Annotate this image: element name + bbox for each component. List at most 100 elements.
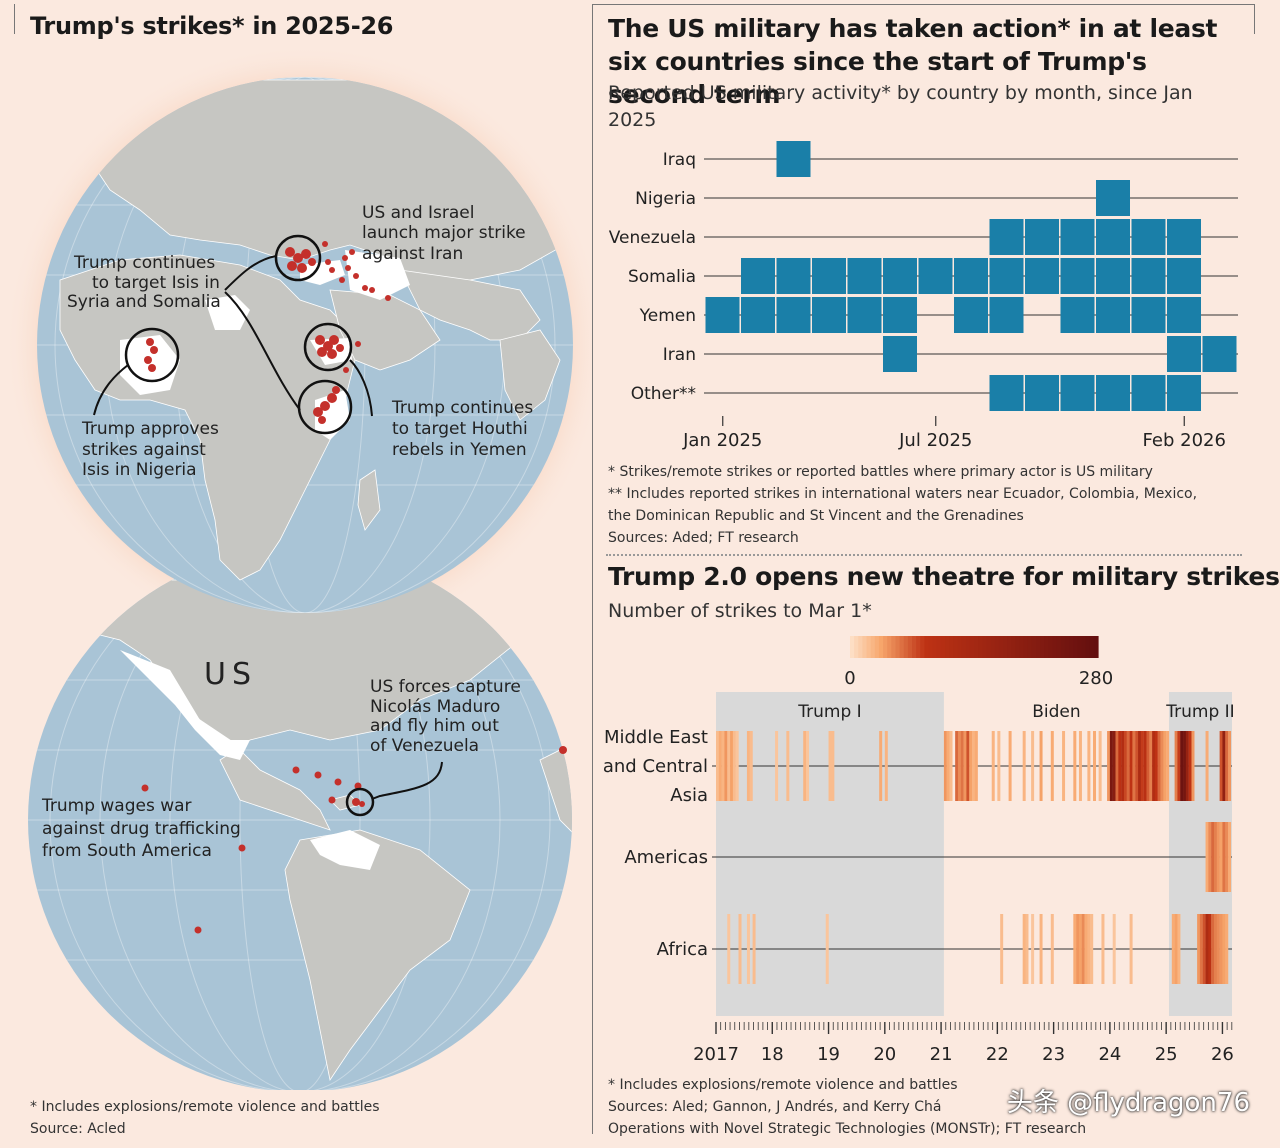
section-divider: [606, 554, 1242, 556]
colorbar-segment: [1056, 636, 1062, 658]
watermark: 头条 @flydragon76: [1006, 1088, 1250, 1118]
strike-bar-0-64: [1174, 731, 1178, 801]
row-label-2: Venezuela: [609, 228, 696, 248]
strike-bar-2-15: [1084, 914, 1088, 984]
left-source: Source: Acled: [30, 1121, 126, 1137]
colorbar-segment: [928, 636, 934, 658]
activity-cell-4-8: [989, 297, 1024, 333]
colorbar-segment: [940, 636, 946, 658]
colorbar-segment: [969, 636, 975, 658]
annot-isis-1: Trump continues: [73, 253, 215, 273]
strike-bar-1-6: [1222, 822, 1226, 892]
strike-bar-0-37: [1073, 731, 1077, 801]
colorbar-segment: [1064, 636, 1070, 658]
colorbar-segment: [990, 636, 996, 658]
colorbar-segment: [961, 636, 967, 658]
strike-bar-0-5: [730, 731, 734, 801]
strike-bar-0-27: [972, 731, 976, 801]
strike-bar-1-0: [1205, 822, 1209, 892]
strike-bar-2-26: [1202, 914, 1206, 984]
strike-bar-0-18: [943, 731, 947, 801]
month-tick-label-0: Jan 2025: [682, 430, 762, 451]
year-tick-label-2: 19: [817, 1044, 840, 1065]
colorbar-segment: [932, 636, 938, 658]
strike-bar-0-45: [1115, 731, 1119, 801]
strike-bar-1-1: [1208, 822, 1212, 892]
annot-maduro-3: and fly him out: [370, 716, 499, 736]
strike-bar-0-43: [1109, 731, 1113, 801]
strike-bar-0-74: [1225, 731, 1229, 801]
activity-cell-4-12: [1131, 297, 1166, 333]
strike-bar-0-41: [1098, 731, 1102, 801]
annot-drug-1: Trump wages war: [41, 796, 192, 816]
strikes-footnote-2: Sources: Aled; Gannon, J Andrés, and Ker…: [608, 1099, 942, 1115]
strike-bar-0-61: [1160, 731, 1164, 801]
colorbar-segment: [1031, 636, 1037, 658]
strike-bar-0-49: [1126, 731, 1130, 801]
month-tick-label-2: Feb 2026: [1143, 430, 1226, 451]
colorbar-segment: [949, 636, 954, 658]
activity-cell-6-9: [1025, 375, 1059, 411]
strike-bar-2-10: [1050, 914, 1054, 984]
strikes-footnote-1: * Includes explosions/remote violence an…: [608, 1077, 958, 1093]
strike-bar-0-68: [1185, 731, 1189, 801]
strike-bar-2-0: [727, 914, 731, 984]
activity-cell-4-11: [1096, 297, 1130, 333]
strike-bar-0-53: [1138, 731, 1142, 801]
activity-cell-2-10: [1060, 219, 1095, 255]
strike-bar-0-6: [732, 731, 736, 801]
colorbar-segment: [1040, 636, 1045, 658]
strike-bar-0-3: [724, 731, 728, 801]
colorbar-max-label: 280: [1079, 668, 1113, 689]
activity-heatmap: Iraq Nigeria Venezuela Somalia Yemen Iran Othe…: [609, 141, 1238, 451]
colorbar-segment: [994, 636, 1000, 658]
strike-bar-0-40: [1093, 731, 1097, 801]
annot-houthi-1: Trump continues: [391, 398, 533, 418]
activity-cell-3-6: [918, 258, 953, 294]
strike-bar-0-1: [718, 731, 722, 801]
activity-cell-4-0: [705, 297, 740, 333]
activity-cell-6-11: [1096, 375, 1130, 411]
strike-bar-0-31: [1008, 731, 1012, 801]
annot-drug-3: from South America: [42, 841, 212, 861]
annot-maduro-1: US forces capture: [370, 677, 521, 697]
activity-source: Sources: Aded; FT research: [608, 530, 799, 546]
strike-bar-1-4: [1216, 822, 1220, 892]
activity-cell-3-8: [989, 258, 1024, 294]
colorbar-segment: [903, 636, 909, 658]
strike-bar-0-17: [884, 731, 888, 801]
colorbar-segment: [965, 636, 971, 658]
colorbar-segment: [974, 636, 979, 658]
strike-bar-0-46: [1118, 731, 1122, 801]
colorbar-segment: [1093, 636, 1099, 658]
strike-bar-2-22: [1174, 914, 1178, 984]
strike-bar-0-9: [749, 731, 753, 801]
colorbar-segment: [895, 636, 901, 658]
annot-us-label: US: [204, 657, 257, 692]
strike-bar-2-8: [1031, 914, 1035, 984]
strike-bar-0-56: [1146, 731, 1150, 801]
colorbar-segment: [1048, 636, 1054, 658]
strike-bar-0-21: [955, 731, 959, 801]
colorbar-segment: [854, 636, 859, 658]
strike-bar-0-52: [1135, 731, 1139, 801]
annot-iran-2: launch major strike: [362, 223, 526, 243]
annot-nigeria-3: Isis in Nigeria: [82, 460, 197, 480]
colorbar-segment: [945, 636, 950, 658]
strike-bar-0-58: [1152, 731, 1156, 801]
strike-bar-2-2: [746, 914, 750, 984]
strikes-chart-subtitle: Number of strikes to Mar 1*: [608, 600, 872, 622]
strike-bar-0-33: [1031, 731, 1035, 801]
colorbar-segment: [986, 636, 992, 658]
activity-cell-6-10: [1060, 375, 1095, 411]
strike-bar-2-21: [1171, 914, 1175, 984]
year-tick-label-3: 20: [873, 1044, 896, 1065]
strike-bar-0-44: [1112, 731, 1116, 801]
globe-mideast: [37, 77, 573, 613]
activity-cell-4-2: [776, 297, 811, 333]
colorbar-segment: [1069, 636, 1074, 658]
strike-bar-2-20: [1129, 914, 1133, 984]
maduro-pointer: [371, 761, 443, 800]
annot-houthi-2: to target Houthi: [392, 419, 528, 439]
colorbar-segment: [916, 636, 921, 658]
